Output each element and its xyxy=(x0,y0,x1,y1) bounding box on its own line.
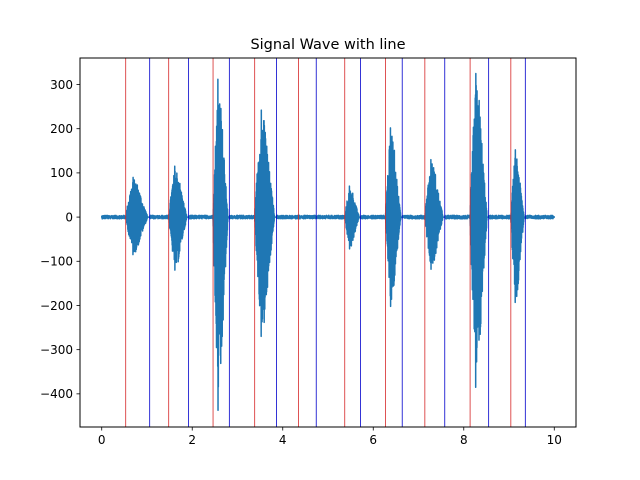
x-tick-label: 4 xyxy=(279,433,287,447)
chart-title: Signal Wave with line xyxy=(250,37,405,53)
x-tick-label: 8 xyxy=(460,433,468,447)
y-tick-label: 200 xyxy=(50,122,73,136)
signal-wave-line xyxy=(100,72,556,411)
y-tick-label: −200 xyxy=(40,299,73,313)
y-tick-label: 100 xyxy=(50,166,73,180)
y-tick-label: 0 xyxy=(65,210,73,224)
y-tick-label: −300 xyxy=(40,343,73,357)
y-tick-label: −400 xyxy=(40,387,73,401)
x-tick-label: 2 xyxy=(188,433,196,447)
x-tick-label: 0 xyxy=(98,433,106,447)
x-tick-label: 10 xyxy=(547,433,562,447)
axes-frame xyxy=(79,57,577,428)
x-tick-label: 6 xyxy=(369,433,377,447)
y-tick-label: −100 xyxy=(40,255,73,269)
y-tick-label: 300 xyxy=(50,78,73,92)
plot-area xyxy=(100,58,556,427)
axis-ticks: 0 2 4 6 8 10 300 200 100 0 −100 −200 −300 −400 xyxy=(40,78,562,447)
